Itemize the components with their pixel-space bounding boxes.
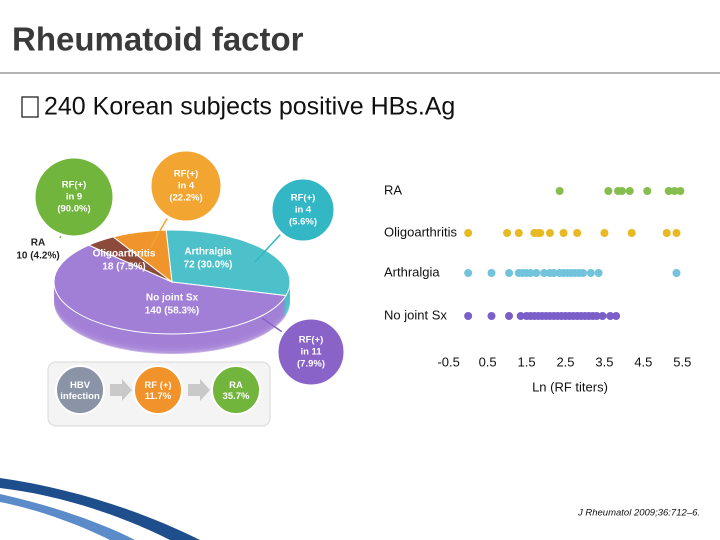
flow-arrow [188, 379, 210, 401]
callout-text: in 11 [300, 347, 322, 358]
row-label: Arthralgia [384, 264, 440, 279]
slice-category: No joint Sx [146, 293, 199, 304]
dot [625, 187, 634, 195]
decor-swoosh [0, 494, 135, 540]
callout-text: RF(+) [299, 335, 324, 346]
dot [464, 269, 473, 277]
dot [464, 312, 473, 320]
slice-category: Arthralgia [184, 247, 232, 258]
dot [516, 312, 525, 320]
flow-circle [133, 365, 183, 415]
dot [606, 312, 615, 320]
flow-circle [55, 365, 105, 415]
dot [586, 269, 595, 277]
dot [549, 269, 558, 277]
x-tick-label: 4.5 [634, 354, 652, 369]
callout-text: RF(+) [174, 169, 199, 180]
row-label: Oligoarthritis [384, 224, 457, 239]
dot [464, 229, 473, 237]
slice [112, 229, 173, 284]
bullet-icon [21, 96, 39, 118]
callout-text: in 9 [66, 192, 82, 203]
slice [53, 244, 287, 335]
dot [627, 229, 636, 237]
x-tick-label: 1.5 [518, 354, 536, 369]
dot [514, 229, 523, 237]
callout-circle [148, 148, 224, 224]
callout-circle [269, 176, 337, 244]
dot [617, 187, 626, 195]
callout-text: (5.6%) [289, 217, 317, 228]
x-tick-label: 2.5 [556, 354, 574, 369]
dot [487, 269, 496, 277]
row-label: No joint Sx [384, 307, 447, 322]
dot [487, 312, 496, 320]
callout-text: in 4 [178, 181, 195, 192]
slice-value: 140 (58.3%) [145, 306, 199, 317]
dot [592, 312, 601, 320]
dot [662, 229, 671, 237]
callout-circle [32, 155, 116, 239]
slide-title: Rheumatoid factor [12, 21, 304, 58]
flow-circle [211, 365, 261, 415]
bullet-text: 240 Korean subjects positive HBs.Ag [44, 93, 455, 121]
callout-text: in 4 [295, 205, 312, 216]
dot [505, 312, 514, 320]
dot [670, 187, 679, 195]
decor-swoosh [0, 478, 200, 540]
row-label: RA [384, 182, 402, 197]
dot [604, 187, 613, 195]
callout-text: RF(+) [291, 193, 316, 204]
callout-text: (90.0%) [57, 204, 90, 215]
dot [664, 187, 673, 195]
callout-text: (7.9%) [297, 359, 325, 370]
callout-text: (22.2%) [169, 193, 202, 204]
dot [573, 229, 582, 237]
dot [643, 187, 652, 195]
dot [676, 187, 685, 195]
slice-value: 18 (7.5%) [102, 262, 145, 273]
slice-value: 72 (30.0%) [184, 260, 233, 271]
citation: J Rheumatol 2009;36:712–6. [577, 508, 700, 519]
x-tick-label: 3.5 [595, 354, 613, 369]
dot [540, 269, 549, 277]
x-axis-title: Ln (RF titers) [532, 379, 608, 394]
dot [594, 269, 603, 277]
flow-label: RA 35.7% [223, 380, 250, 402]
flow-label: HBV infection [60, 380, 100, 402]
dot [672, 269, 681, 277]
dot [503, 229, 512, 237]
slice-value: 10 (4.2%) [16, 251, 59, 262]
slice-category: Oligoarthritis [93, 249, 156, 260]
callout-text: RF(+) [62, 180, 87, 191]
dot [545, 229, 554, 237]
dot [612, 312, 621, 320]
dot [672, 229, 681, 237]
dot [598, 312, 607, 320]
slice [165, 229, 291, 297]
dot [505, 269, 514, 277]
flow-arrow [110, 379, 132, 401]
dot [579, 269, 588, 277]
dot [526, 269, 535, 277]
dot [600, 229, 609, 237]
callout-circle [275, 316, 347, 388]
x-tick-label: 5.5 [673, 354, 691, 369]
dot [536, 229, 545, 237]
x-tick-label: 0.5 [479, 354, 497, 369]
slice-category: RA [31, 238, 45, 249]
dot [555, 187, 564, 195]
dot [559, 229, 568, 237]
dot [532, 269, 541, 277]
flow-label: RF (+) 11.7% [144, 380, 171, 402]
x-tick-label: -0.5 [437, 354, 459, 369]
